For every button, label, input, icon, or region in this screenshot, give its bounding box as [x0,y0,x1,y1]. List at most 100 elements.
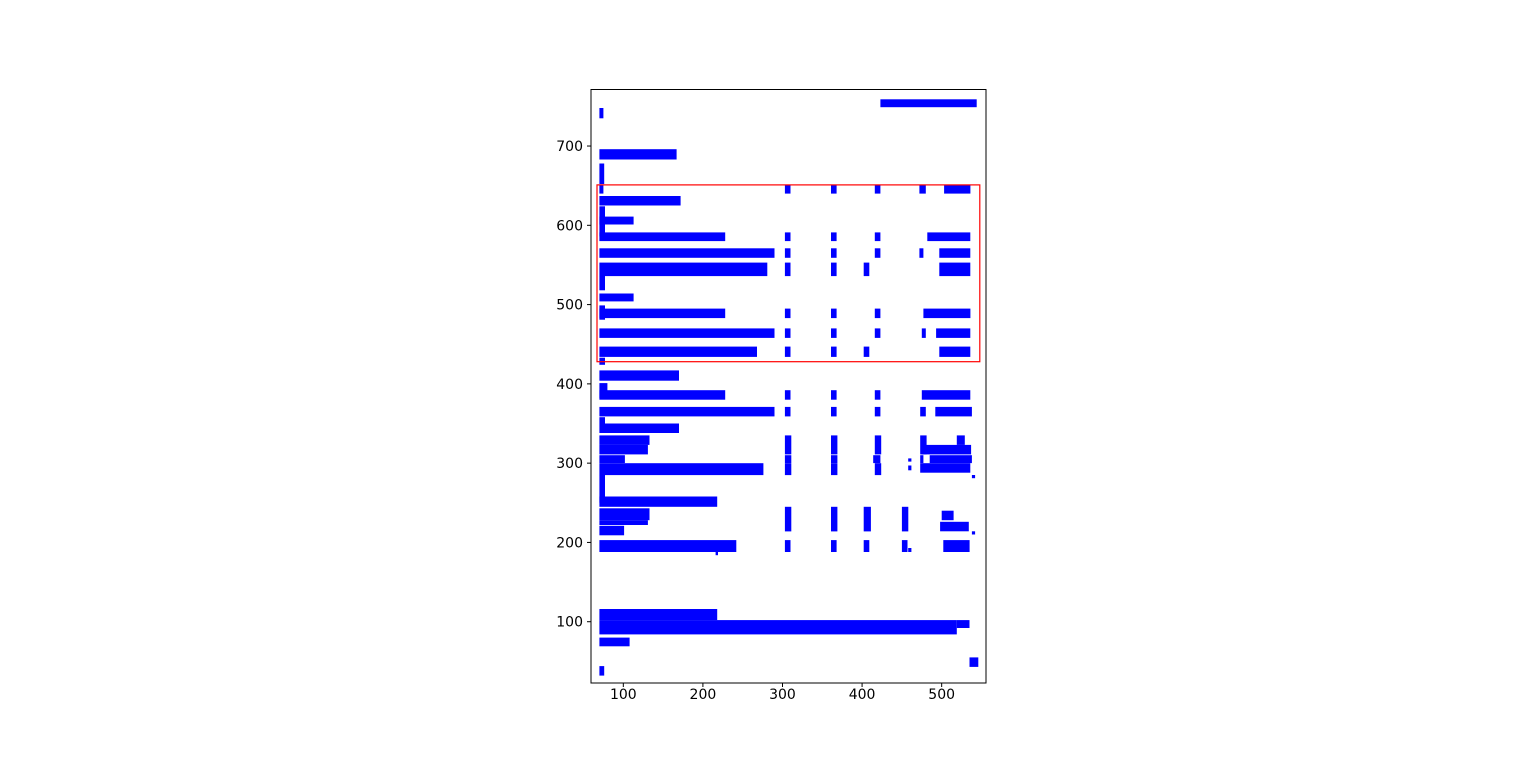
data-box [971,531,976,535]
y-axis-tick-label: 300 [556,456,583,472]
data-box [927,232,971,242]
data-box [599,666,605,676]
data-box [831,435,838,455]
data-box [920,406,926,417]
data-box [784,184,791,194]
data-box [599,520,648,525]
data-box [874,390,881,400]
data-box [784,232,791,242]
data-box [599,609,718,621]
data-box [599,444,648,455]
data-box [929,455,972,464]
data-box [908,458,912,462]
data-box [936,328,971,338]
data-box [956,435,965,445]
data-box [831,463,838,476]
data-box [599,308,726,319]
data-box [831,406,837,417]
data-box [874,184,881,194]
data-box [919,184,926,194]
data-box [919,248,924,258]
data-box [874,435,882,455]
data-box [921,328,926,338]
data-box [920,435,927,455]
data-box [944,184,971,194]
data-box [969,657,979,667]
data-box [599,232,726,242]
data-box [599,149,677,160]
data-box [784,262,791,277]
data-box [956,620,970,628]
data-box [599,475,605,503]
data-box [863,346,870,357]
data-box [784,248,791,258]
data-box [831,308,837,319]
data-box [599,262,768,277]
data-box [901,506,909,532]
x-axis-tick-label: 200 [690,687,717,703]
data-box [880,99,977,108]
data-box [599,423,679,433]
data-box [831,328,837,338]
data-box [874,232,881,242]
data-box [599,346,757,357]
data-box [599,108,604,119]
data-box [784,406,791,417]
data-box [874,248,881,258]
highlight-rectangle [596,184,981,363]
data-box [715,550,718,556]
data-box [923,308,971,319]
data-box [939,248,971,258]
y-axis-tick-label: 600 [556,218,583,234]
data-box [935,406,972,417]
data-box [920,455,924,464]
data-box [599,184,604,194]
data-box [599,216,634,225]
data-box [599,620,957,635]
data-box [831,540,837,552]
data-box [874,463,882,476]
data-box [920,463,971,473]
data-box [831,455,838,464]
data-box [784,455,792,464]
x-axis-tick-label: 500 [928,687,955,703]
data-box [599,370,679,381]
data-box [599,463,764,476]
data-box [784,506,792,532]
data-box [873,455,881,464]
data-box [599,248,775,258]
data-box [831,184,837,194]
data-box [971,475,976,479]
x-axis-tick-label: 100 [610,687,637,703]
data-box [599,525,625,536]
data-box [599,406,775,417]
data-box [599,435,650,445]
data-box [874,406,881,417]
data-box [599,328,775,338]
x-axis-tick-label: 300 [769,687,796,703]
data-box [599,496,718,507]
data-box [784,435,792,455]
data-box [599,196,681,206]
data-box [908,548,912,552]
data-box [599,508,650,521]
data-box [784,308,791,319]
data-box [784,463,792,476]
data-box [599,390,726,400]
data-box [874,328,881,338]
data-box [921,444,972,455]
data-box [599,637,630,647]
y-axis-tick-label: 400 [556,377,583,393]
data-box [941,510,954,521]
data-box [784,390,791,400]
data-box [863,506,871,532]
data-box [940,521,969,532]
y-axis-tick-label: 500 [556,298,583,314]
y-axis-tick-label: 100 [556,615,583,631]
data-box [599,276,605,291]
data-box [939,346,971,357]
data-box [908,465,912,471]
data-box [599,417,605,424]
